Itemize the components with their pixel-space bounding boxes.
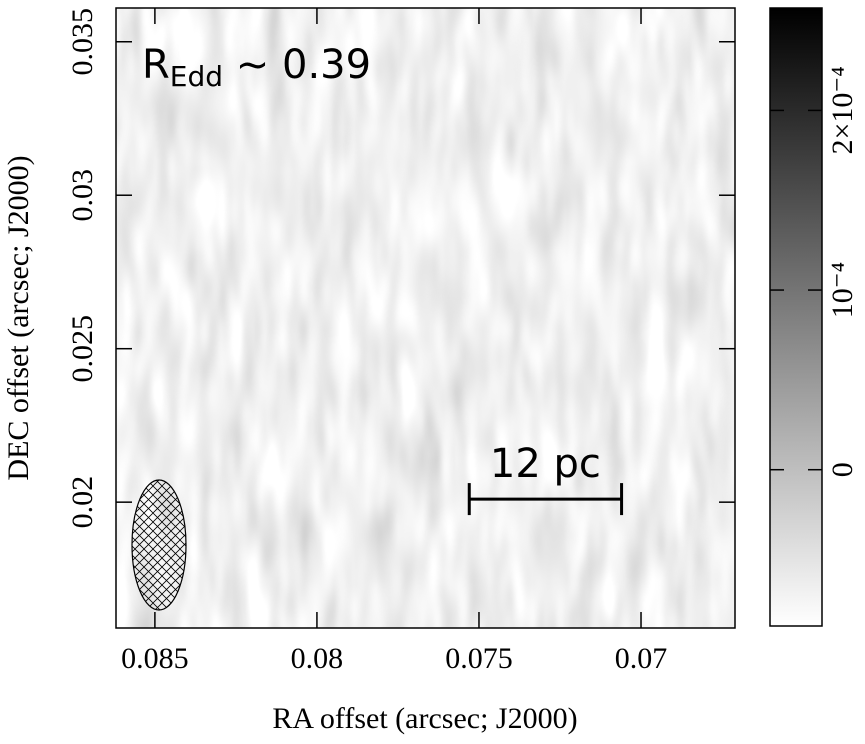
x-tick-label: 0.08 [291,642,344,675]
colorbar [769,7,823,627]
beam [131,479,187,611]
y-tick-label: 0.035 [66,8,99,76]
annotation-text: R [142,42,170,88]
y-axis-label: DEC offset (arcsec; J2000) [2,155,35,480]
annotation: REdd ~ 0.39 [142,42,371,93]
annotation-subscript: Edd [170,60,223,93]
x-tick-label: 0.075 [445,642,513,675]
y-tick-label: 0.025 [66,315,99,383]
x-tick-label: 0.07 [615,642,668,675]
colorbar-tick-label: 10⁻⁴ [826,262,859,318]
x-tick-label: 0.085 [121,642,189,675]
y-tick-label: 0.03 [66,169,99,222]
annotation-suffix: ~ 0.39 [223,42,371,88]
plot-frame [115,7,736,629]
colorbar-tick-label: 0 [826,462,859,477]
y-tick-label: 0.02 [66,476,99,529]
scale-bar-label: 12 pc [490,441,601,487]
image-map [116,8,735,628]
colorbar-tick-label: 2×10⁻⁴ [826,66,859,154]
x-axis-label: RA offset (arcsec; J2000) [272,702,577,735]
